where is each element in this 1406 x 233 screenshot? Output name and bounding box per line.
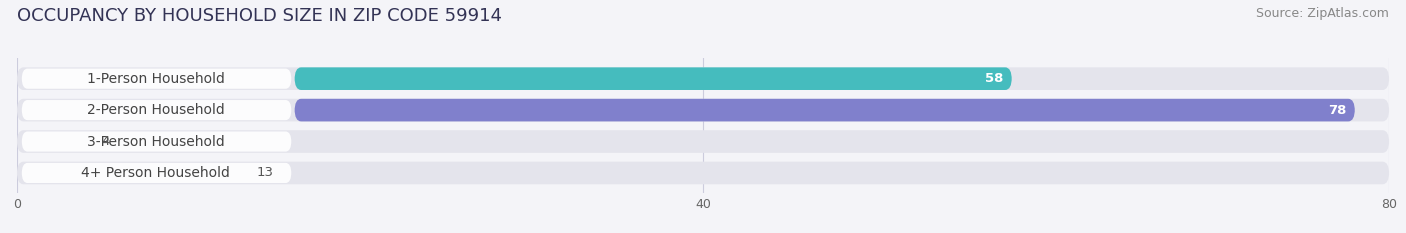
FancyBboxPatch shape — [21, 100, 291, 120]
FancyBboxPatch shape — [295, 67, 1012, 90]
Text: OCCUPANCY BY HOUSEHOLD SIZE IN ZIP CODE 59914: OCCUPANCY BY HOUSEHOLD SIZE IN ZIP CODE … — [17, 7, 502, 25]
Text: 4+ Person Household: 4+ Person Household — [82, 166, 231, 180]
Text: 1-Person Household: 1-Person Household — [87, 72, 225, 86]
FancyBboxPatch shape — [17, 99, 1389, 121]
Text: 3-Person Household: 3-Person Household — [87, 134, 225, 148]
Text: 58: 58 — [986, 72, 1004, 85]
Text: 78: 78 — [1329, 104, 1347, 116]
FancyBboxPatch shape — [295, 99, 1355, 121]
Text: 13: 13 — [256, 166, 273, 179]
FancyBboxPatch shape — [21, 163, 291, 183]
FancyBboxPatch shape — [17, 130, 1389, 153]
FancyBboxPatch shape — [17, 67, 1389, 90]
FancyBboxPatch shape — [17, 162, 1389, 184]
FancyBboxPatch shape — [21, 131, 291, 152]
Text: 2-Person Household: 2-Person Household — [87, 103, 225, 117]
Text: Source: ZipAtlas.com: Source: ZipAtlas.com — [1256, 7, 1389, 20]
Text: 4: 4 — [101, 135, 110, 148]
FancyBboxPatch shape — [21, 69, 291, 89]
